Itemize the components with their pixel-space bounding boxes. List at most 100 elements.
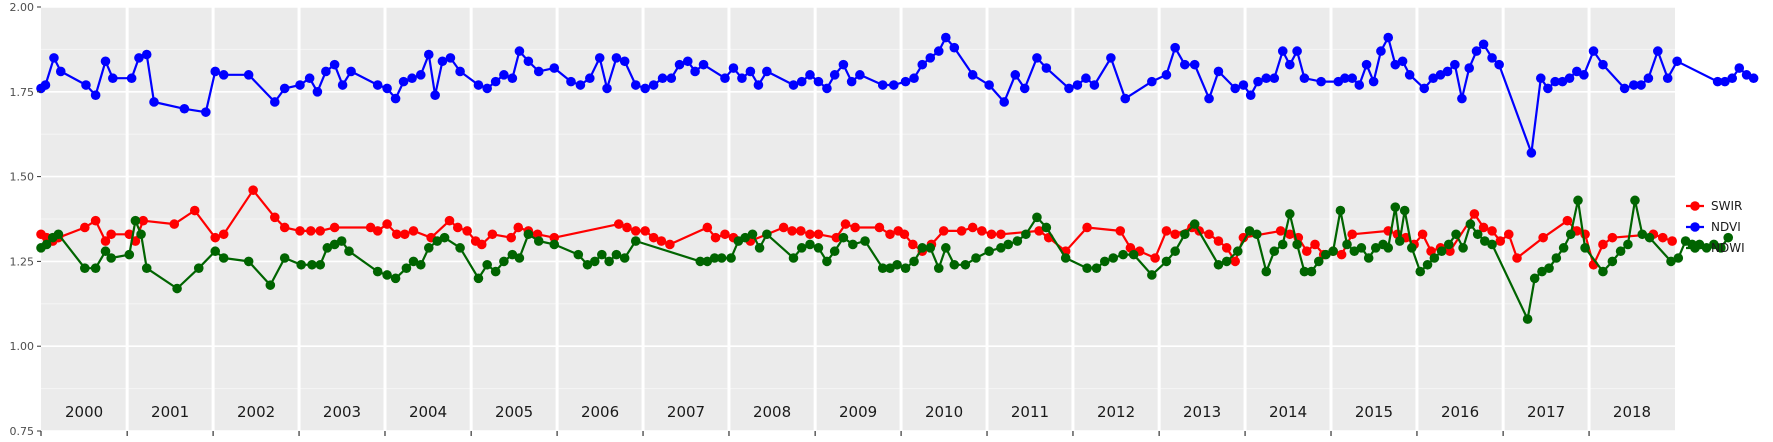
swir-point — [874, 222, 885, 233]
ndwi-point — [455, 243, 465, 253]
ndvi-point — [611, 53, 622, 63]
ndvi-point — [295, 80, 305, 90]
ndvi-point — [279, 83, 290, 94]
ndvi-point — [909, 73, 919, 84]
ndwi-point — [960, 259, 971, 270]
ndvi-point — [490, 76, 501, 87]
ndvi-point — [877, 80, 888, 90]
ndwi-point — [702, 256, 713, 267]
ndvi-point — [149, 97, 159, 107]
ndvi-point — [1543, 83, 1553, 94]
y-tick-label: 1.00 — [10, 340, 35, 353]
ndwi-point — [796, 243, 807, 253]
ndvi-point — [1213, 66, 1224, 77]
ndvi-point — [1471, 46, 1482, 56]
swir-point — [329, 222, 340, 233]
year-label: 2011 — [1011, 403, 1049, 421]
ndvi-point — [1464, 63, 1475, 73]
ndwi-point — [1479, 236, 1490, 246]
swir-point — [720, 229, 730, 240]
ndwi-point — [124, 249, 135, 260]
year-label: 2016 — [1441, 403, 1479, 421]
ndwi-point — [813, 243, 824, 253]
ndvi-point — [1727, 73, 1738, 84]
swir-point — [549, 232, 560, 243]
ndvi-point — [949, 42, 960, 53]
ndwi-point — [788, 253, 799, 263]
ndwi-point — [996, 243, 1006, 253]
ndvi-point — [753, 80, 764, 90]
ndvi-point — [1368, 76, 1379, 87]
ndvi-point — [720, 73, 730, 84]
ndvi-point — [1619, 83, 1630, 94]
swir-point — [138, 215, 148, 226]
ndwi-point — [1335, 205, 1346, 216]
year-label: 2015 — [1355, 403, 1393, 421]
ndwi-point — [1012, 236, 1023, 246]
ndvi-point — [1316, 76, 1326, 87]
ndvi-point — [1299, 73, 1310, 84]
swir-point — [613, 219, 624, 229]
ndwi-point — [941, 243, 951, 253]
ndvi-point — [1189, 59, 1200, 70]
ndvi-point — [762, 66, 772, 77]
swir-point — [1150, 253, 1160, 263]
ndvi-point — [1383, 32, 1394, 43]
ndvi-point — [269, 97, 280, 107]
swir-point — [630, 226, 641, 236]
ndvi-point — [126, 73, 137, 84]
ndwi-point — [1277, 239, 1288, 250]
ndwi-point — [1644, 232, 1655, 243]
ndwi-point — [408, 256, 419, 267]
year-label: 2000 — [65, 403, 103, 421]
ndwi-point — [79, 263, 90, 273]
ndwi-point — [1390, 202, 1401, 212]
ndvi-point — [514, 46, 525, 56]
swir-legend-key — [1690, 201, 1700, 211]
ndwi-point — [1598, 266, 1608, 277]
year-label: 2009 — [839, 403, 877, 421]
swir-point — [1607, 232, 1618, 243]
ndvi-point — [210, 66, 221, 77]
ndvi-point — [423, 49, 434, 60]
swir-point — [306, 226, 316, 236]
ndvi-point — [1064, 83, 1074, 94]
ndvi-point — [745, 66, 756, 77]
ndvi-point — [1588, 46, 1599, 56]
ndvi-point — [698, 59, 709, 70]
ndwi-point — [1451, 229, 1461, 240]
ndwi-point — [172, 283, 182, 294]
ndvi-point — [575, 80, 586, 90]
ndwi-point — [1443, 239, 1454, 250]
ndwi-point — [822, 256, 832, 267]
ndwi-point — [279, 253, 290, 263]
ndwi-point — [307, 259, 317, 270]
ndvi-point — [1269, 73, 1280, 84]
ndwi-point — [709, 253, 720, 263]
swir-point — [1503, 229, 1514, 240]
ndwi-point — [415, 259, 426, 270]
ndwi-point — [439, 232, 450, 243]
ndvi-point — [1720, 76, 1730, 87]
ndvi-point — [1419, 83, 1430, 94]
swir-point — [1469, 209, 1480, 219]
swir-point — [1538, 232, 1548, 243]
ndvi-point — [829, 70, 840, 80]
ndwi-point — [754, 243, 765, 253]
ndwi-point — [1580, 243, 1590, 253]
ndwi-point — [218, 253, 229, 263]
ndwi-point — [695, 256, 706, 267]
swir-point — [850, 222, 860, 233]
ndwi-point — [523, 229, 534, 240]
ndwi-point — [1189, 219, 1200, 229]
swir-point — [702, 222, 713, 233]
ndvi-point — [372, 80, 383, 90]
swir-point — [106, 229, 116, 240]
ndvi-point — [666, 73, 677, 84]
year-label: 2017 — [1527, 403, 1565, 421]
ndwi-legend-label: NDWI — [1711, 241, 1745, 255]
swir-point — [938, 226, 949, 236]
ndwi-point — [1342, 239, 1352, 250]
ndvi-point — [566, 76, 576, 87]
swir-point — [986, 229, 997, 240]
